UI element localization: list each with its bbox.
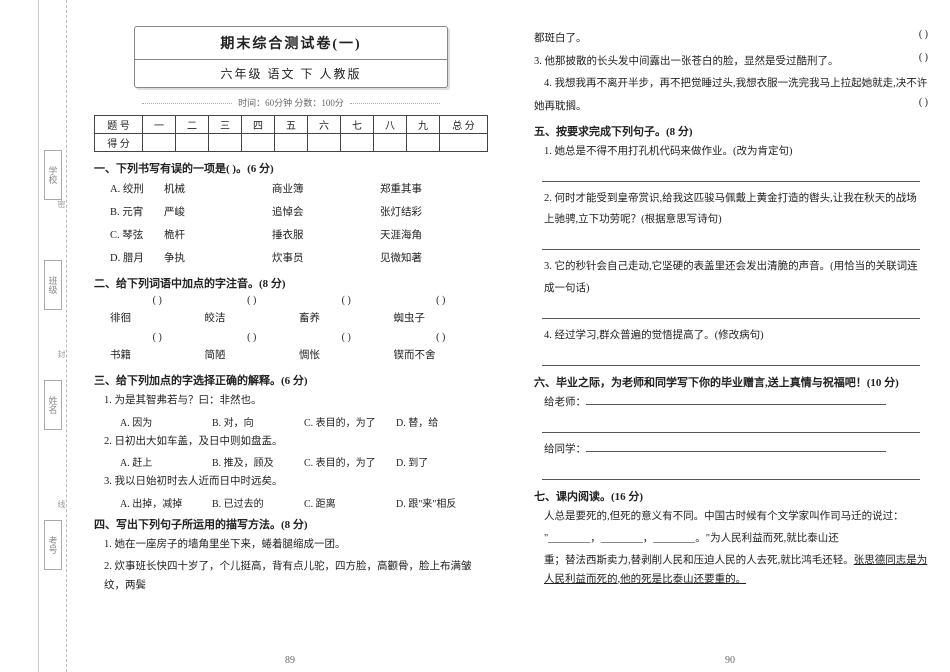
question: 4. 我想我再不离开半步，再不把觉睡过头,我想衣服一洗完我马上拉起她就走,决不许 (544, 75, 928, 94)
tab-class: 班级 (44, 260, 62, 310)
answer-blank (586, 451, 886, 452)
answer-line (542, 168, 920, 182)
question-cont: 她再耽搁。( ) (534, 97, 928, 117)
section-3-title: 三、给下列加点的字选择正确的解释。(6 分) (94, 372, 488, 388)
word-row: 书籍简陋惆怅锲而不舍 (110, 346, 488, 366)
table-row: 得 分 (95, 134, 488, 152)
section-2-title: 二、给下列词语中加点的字注音。(8 分) (94, 275, 488, 291)
option-row: D. 腊月争执炊事员见微知著 (110, 249, 488, 269)
passage: 人总是要死的,但死的意义有不同。中国古时候有个文学家叫作司马迁的说过： (544, 508, 928, 527)
page-left: 期末综合测试卷(一) 六年级 语文 下 人教版 时间：60分钟 分数：100分 … (70, 0, 510, 672)
seal-label: 封 (56, 350, 67, 358)
pinyin-blanks: ( )( )( )( ) (110, 295, 488, 306)
answer-line (542, 419, 920, 433)
question: 3. 它的秒针会自己走动,它坚硬的表盖里还会发出清脆的声音。(用恰当的关联词连 (544, 258, 928, 277)
section-4-title: 四、写出下列句子所运用的描写方法。(8 分) (94, 516, 488, 532)
page-number: 90 (510, 655, 950, 666)
section-5-title: 五、按要求完成下列句子。(8 分) (534, 123, 928, 139)
table-row: 题 号 一二 三四 五六 七八 九总 分 (95, 116, 488, 134)
section-7-title: 七、课内阅读。(16 分) (534, 488, 928, 504)
answer-line (542, 352, 920, 366)
question: 1. 她总是不得不用打孔机代码来做作业。(改为肯定句) (544, 143, 928, 162)
answer-blank (586, 404, 886, 405)
answer-line (542, 466, 920, 480)
seal-label: 线 (56, 500, 67, 508)
option-row: C. 琴弦桅杆捶衣服天涯海角 (110, 226, 488, 246)
question: 2. 炊事班长快四十岁了，个儿挺高，背有点儿驼，四方脸，高颧骨，脸上布满皱纹，两… (104, 558, 488, 596)
section-6-title: 六、毕业之际，为老师和同学写下你的毕业赠言,送上真情与祝福吧！(10 分) (534, 374, 928, 390)
score-table: 题 号 一二 三四 五六 七八 九总 分 得 分 (94, 115, 488, 152)
exam-title: 期末综合测试卷(一) (135, 27, 447, 60)
binding-margin: 学校 班级 姓名 考号 密 封 线 (0, 0, 70, 672)
prompt: 给老师： (544, 394, 928, 413)
answer-line (542, 236, 920, 250)
word-row: 徘徊皎洁畜养蜘虫子 (110, 309, 488, 329)
exam-subtitle: 六年级 语文 下 人教版 (135, 60, 447, 87)
passage: "________，________，________。"为人民利益而死,就比泰… (544, 530, 928, 549)
question: 2. 何时才能受到皇帝赏识,给我这匹骏马佩戴上黄金打造的辔头,让我在秋天的战场 (544, 190, 928, 209)
prompt: 给同学： (544, 441, 928, 460)
section-1-title: 一、下列书写有误的一项是( )。(6 分) (94, 160, 488, 176)
tab-school: 学校 (44, 150, 62, 200)
question-cont: 都斑白了。( ) (534, 29, 928, 49)
question-cont: 上驰骋,立下功劳呢？(根据意思写诗句) (544, 211, 928, 230)
question-cont: 成一句话) (544, 280, 928, 299)
page-spread: 期末综合测试卷(一) 六年级 语文 下 人教版 时间：60分钟 分数：100分 … (70, 0, 950, 672)
tab-name: 姓名 (44, 380, 62, 430)
passage: 重；替法西斯卖力,替剥削人民和压迫人民的人去死,就比鸿毛还轻。张思德同志是为人民… (544, 552, 928, 590)
option-row: A. 因为B. 对，向C. 表目的，为了D. 替，给 (120, 414, 488, 429)
question: 2. 日初出大如车盖，及日中则如盘盂。 (104, 433, 488, 452)
seal-line (66, 0, 67, 672)
tab-examno: 考号 (44, 520, 62, 570)
question: 3. 他那披散的长头发中间露出一张苍白的脸，显然是受过酷刑了。( ) (534, 52, 928, 72)
option-row: B. 元宵严峻追悼会张灯结彩 (110, 203, 488, 223)
question: 3. 我以日始初时去人近而日中时远矣。 (104, 473, 488, 492)
page-number: 89 (70, 655, 510, 666)
answer-line (542, 305, 920, 319)
option-row: A. 出掉，减掉B. 已过去的C. 距离D. 跟"来"相反 (120, 495, 488, 510)
question: 1. 为是其智弗若与？曰：非然也。 (104, 392, 488, 411)
option-row: A. 赶上B. 推及，顾及C. 表目的，为了D. 到了 (120, 454, 488, 469)
page-edge (38, 0, 39, 672)
pinyin-blanks: ( )( )( )( ) (110, 332, 488, 343)
seal-label: 密 (56, 200, 67, 208)
page-right: 都斑白了。( ) 3. 他那披散的长头发中间露出一张苍白的脸，显然是受过酷刑了。… (510, 0, 950, 672)
question: 1. 她在一座房子的墙角里坐下来，蜷着腿缩成一团。 (104, 536, 488, 555)
question: 4. 经过学习,群众普遍的觉悟提高了。(修改病句) (544, 327, 928, 346)
title-box: 期末综合测试卷(一) 六年级 语文 下 人教版 (134, 26, 448, 88)
option-row: A. 绞刑机械商业簿郑重其事 (110, 180, 488, 200)
exam-meta: 时间：60分钟 分数：100分 (94, 96, 488, 109)
